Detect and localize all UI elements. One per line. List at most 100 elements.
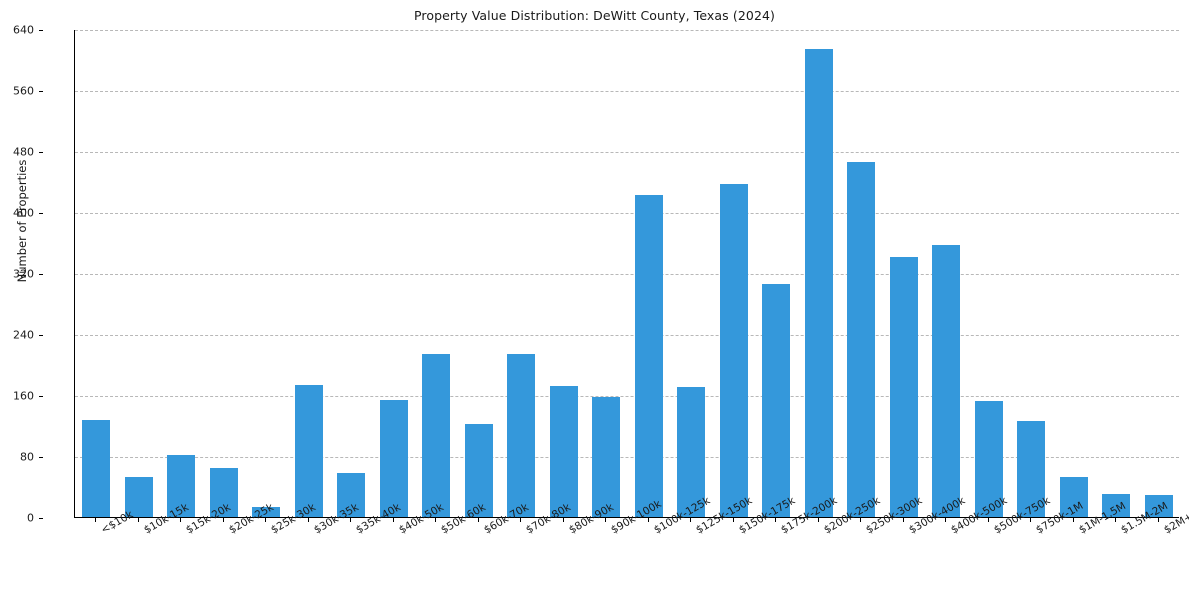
x-axis-tick-label: $175k-200k [779,495,839,537]
x-axis-tick-mark [477,518,479,522]
x-axis-tick-label: $20k-25k [226,501,276,537]
x-axis-tick-mark [902,518,904,522]
y-axis-tick-label: 320 [13,267,34,281]
bar[interactable] [549,385,578,517]
y-axis-tick-mark [39,213,43,214]
x-axis-tick-mark [605,518,607,522]
x-axis-tick-label: $1.5M-2M [1119,500,1171,537]
bar[interactable] [804,48,833,517]
bar-series [75,30,1179,517]
bar[interactable] [379,399,408,517]
y-axis-tick-mark [39,30,43,31]
x-axis-tick-mark [392,518,394,522]
y-axis-tick-label: 640 [13,23,34,37]
x-axis-tick-mark [180,518,182,522]
x-axis-tick-label: $750k-1M [1034,499,1086,537]
y-axis-tick-mark [39,335,43,336]
y-axis-tick-label: 80 [20,450,34,464]
x-axis-tick-mark [647,518,649,522]
x-axis-tick-label: $10k-15k [141,501,191,537]
y-axis-tick-mark [39,91,43,92]
bar[interactable] [507,353,536,517]
x-axis-tick-label: $90k-100k [609,497,664,537]
x-axis-tick-label: $250k-300k [864,495,924,537]
x-axis-tick-label: <$10k [99,508,136,537]
bar[interactable] [167,455,196,517]
chart-title: Property Value Distribution: DeWitt Coun… [413,8,776,23]
y-axis-tick-mark [39,152,43,153]
bar[interactable] [82,420,111,517]
x-axis-tick-label: $25k-30k [269,501,318,537]
x-axis-tick-mark [817,518,819,522]
x-axis-tick-mark [860,518,862,522]
x-axis-tick-mark [222,518,224,522]
x-axis-tick-mark [435,518,437,522]
x-axis-tick-mark [775,518,777,522]
x-axis-tick-label: $80k-90k [566,501,616,537]
x-axis-tick-mark [732,518,734,522]
x-axis-tick-label: $400k-500k [949,495,1009,537]
x-axis-tick-label: $100k-125k [652,495,712,537]
x-axis-tick-label: $150k-175k [737,495,797,537]
bar[interactable] [252,507,281,517]
bar[interactable] [932,244,961,517]
bar[interactable] [677,387,706,517]
x-axis-tick-mark [137,518,139,522]
bar[interactable] [847,161,876,517]
bar[interactable] [762,284,791,517]
x-axis-tick-label: $35k-40k [354,501,403,537]
bar[interactable] [634,195,663,517]
y-axis-tick-label: 560 [13,84,34,98]
y-axis-tick-mark [39,396,43,397]
x-axis-tick-mark [690,518,692,522]
x-axis-tick-label: $50k-60k [439,501,488,537]
y-axis-tick-mark [39,457,43,458]
bar[interactable] [1144,494,1173,517]
bar[interactable] [1017,420,1046,517]
x-axis-tick-mark [95,518,97,522]
bar[interactable] [294,385,323,517]
x-axis-tick-label: $15k-20k [184,501,233,537]
y-axis-tick-label: 480 [13,145,34,159]
y-axis-tick-mark [39,274,43,275]
x-axis-tick-mark [350,518,352,522]
x-axis-tick-label: $70k-80k [524,501,573,537]
bar[interactable] [124,476,153,517]
bar[interactable] [889,257,918,517]
x-axis-tick-mark [1115,518,1117,522]
y-axis-tick-label: 0 [27,511,34,525]
x-axis-tick-label: $200k-250k [822,495,882,537]
plot-area [74,30,1179,518]
x-axis-tick-label: $300k-400k [907,495,967,537]
x-axis-tick-mark [987,518,989,522]
x-axis-tick-label: $40k-50k [396,501,446,537]
y-axis-tick-mark [39,518,43,519]
bar[interactable] [464,423,493,517]
y-axis-label: Number of Properties [15,159,29,283]
x-axis-tick-mark [307,518,309,522]
y-axis-tick-label: 240 [13,328,34,342]
x-axis-tick-label: $1M-1.5M [1076,500,1128,537]
x-axis-tick-mark [1157,518,1159,522]
x-axis-tick-label: $2M+ [1161,510,1189,537]
y-axis-tick-label: 400 [13,206,34,220]
bar[interactable] [592,397,621,517]
x-axis-tick-mark [1072,518,1074,522]
bar[interactable] [209,468,238,517]
y-axis-tick-label: 160 [13,389,34,403]
x-axis-tick-label: $30k-35k [311,501,361,537]
bar[interactable] [1102,494,1131,517]
x-axis-tick-label: $60k-70k [481,501,531,537]
x-axis-tick-label: $500k-750k [992,495,1052,537]
bar[interactable] [337,472,366,517]
bar[interactable] [719,183,748,517]
x-axis-tick-mark [945,518,947,522]
bar[interactable] [422,353,451,517]
y-axis: 0 80 160 240 320 400 480 560 640 [0,24,74,525]
x-axis-tick-mark [265,518,267,522]
bar[interactable] [974,401,1003,517]
x-axis: <$10k $10k-15k $15k-20k $20k-25k $25k-30k $30… [74,495,1189,590]
x-axis-tick-label: $125k-150k [694,495,754,537]
bar[interactable] [1059,477,1088,517]
